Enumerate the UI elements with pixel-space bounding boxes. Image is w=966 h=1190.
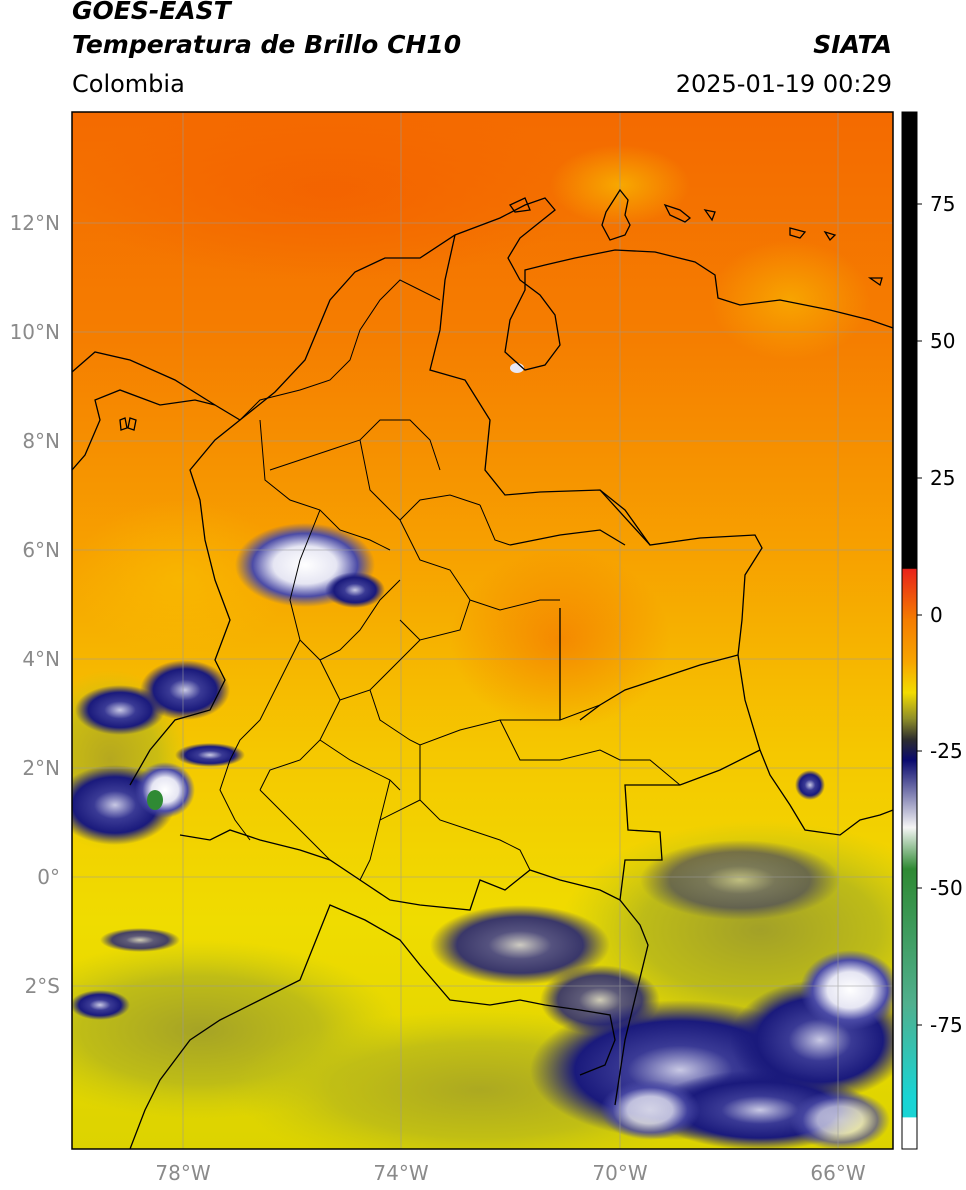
caribbean-coastline xyxy=(72,197,893,421)
product-title: Temperatura de Brillo CH10 xyxy=(72,30,462,59)
colorbar-tick: -50 xyxy=(930,876,963,900)
colorbar-tick: 25 xyxy=(930,466,955,490)
lon-tick: 66°W xyxy=(810,1161,865,1185)
map-frame xyxy=(71,111,894,1150)
colorbar-tick: -75 xyxy=(930,1013,963,1037)
agency-label: SIATA xyxy=(813,30,892,59)
brightness-temperature-field xyxy=(72,112,893,1149)
lat-tick: 2°S xyxy=(25,974,60,998)
cloud-cells xyxy=(72,363,893,1149)
lat-tick: 0° xyxy=(37,865,60,889)
lat-tick: 8°N xyxy=(22,429,60,453)
ecuador-coast xyxy=(129,419,241,786)
satellite-title: GOES-EAST xyxy=(72,0,231,25)
colorbar-ramp xyxy=(902,112,917,1149)
lat-tick: 2°N xyxy=(22,756,60,780)
colorbar-tick: -25 xyxy=(930,739,963,763)
colorbar-frame xyxy=(901,111,918,1150)
lat-tick: 12°N xyxy=(10,211,60,235)
colombia-brazil-border xyxy=(737,654,893,836)
lon-tick: 70°W xyxy=(592,1161,647,1185)
lon-tick: 74°W xyxy=(373,1161,428,1185)
colombia-peru-border xyxy=(179,829,621,911)
datetime-label: 2025-01-19 00:29 xyxy=(675,70,892,98)
borders xyxy=(72,188,893,1149)
panama-coastline xyxy=(72,389,216,471)
longitude-axis: 78°W 74°W 70°W 66°W xyxy=(155,1161,865,1185)
ecuador-peru-border xyxy=(129,904,581,1149)
graticule xyxy=(72,112,893,1149)
colorbar-tick: 0 xyxy=(930,603,943,627)
venezuela-internal xyxy=(509,489,651,720)
department-borders xyxy=(219,279,681,881)
colorbar-tick: 75 xyxy=(930,192,955,216)
lat-tick: 6°N xyxy=(22,538,60,562)
colorbar: 75 50 25 0 -25 -50 -75 xyxy=(901,111,963,1150)
lat-tick: 4°N xyxy=(22,647,60,671)
colorbar-tick: 50 xyxy=(930,329,955,353)
lon-tick: 78°W xyxy=(155,1161,210,1185)
brazil-peru-border xyxy=(579,1009,616,1076)
latitude-axis: 12°N 10°N 8°N 6°N 4°N 2°N 0° 2°S xyxy=(10,211,60,998)
region-label: Colombia xyxy=(72,70,185,98)
lat-tick: 10°N xyxy=(10,320,60,344)
